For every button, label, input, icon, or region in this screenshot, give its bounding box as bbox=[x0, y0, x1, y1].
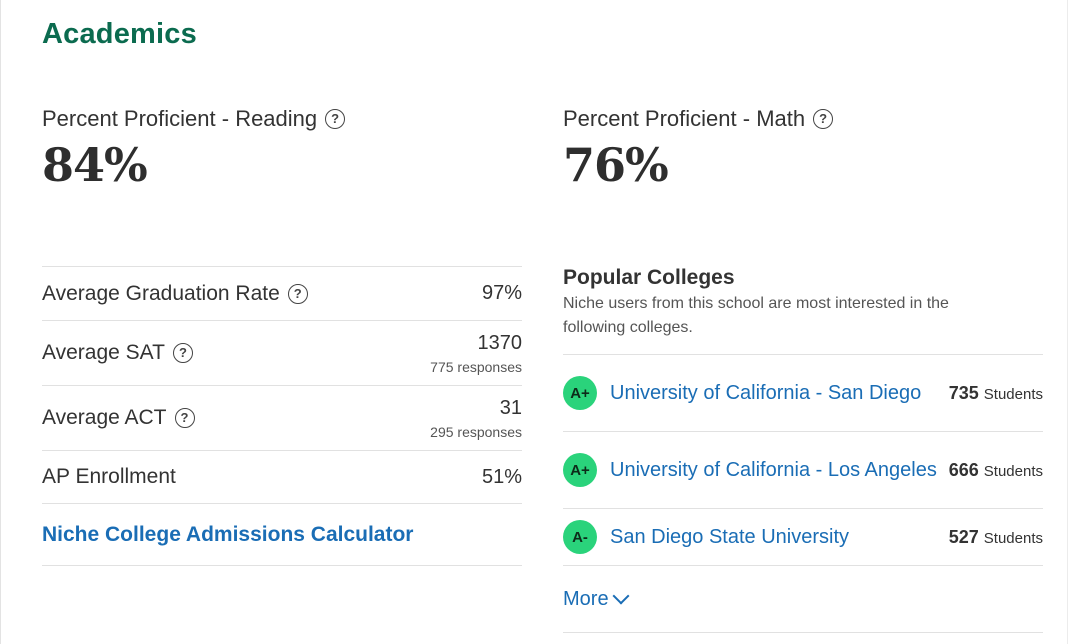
help-icon[interactable]: ? bbox=[325, 109, 346, 129]
math-proficiency-label: Percent Proficient - Math bbox=[563, 106, 806, 131]
stat-responses: 775 responses bbox=[430, 358, 522, 375]
card-right-border bbox=[1067, 0, 1068, 644]
stat-value: 97% bbox=[481, 282, 522, 304]
college-student-count: 666 Students bbox=[949, 460, 1043, 481]
divider bbox=[563, 632, 1043, 633]
more-button[interactable]: More bbox=[563, 587, 630, 611]
more-label: More bbox=[563, 587, 609, 610]
section-title: Academics bbox=[42, 18, 197, 50]
college-item[interactable]: A+ University of California - San Diego … bbox=[563, 354, 1043, 431]
reading-proficiency-value: 84% bbox=[42, 138, 148, 192]
stat-row-act: Average ACT ? 31 295 responses bbox=[42, 385, 522, 450]
help-icon[interactable]: ? bbox=[174, 408, 195, 428]
card-left-border bbox=[0, 0, 1, 644]
divider bbox=[42, 565, 522, 566]
help-icon[interactable]: ? bbox=[172, 343, 193, 363]
student-count-unit: Students bbox=[983, 462, 1043, 480]
stat-responses: 295 responses bbox=[430, 423, 522, 440]
student-count-unit: Students bbox=[983, 529, 1043, 547]
college-list: A+ University of California - San Diego … bbox=[563, 354, 1043, 633]
help-icon[interactable]: ? bbox=[813, 109, 834, 129]
student-count-value: 527 bbox=[948, 526, 979, 547]
popular-colleges-description: Niche users from this school are most in… bbox=[563, 295, 949, 336]
stat-value: 51% bbox=[481, 465, 522, 488]
college-name-link[interactable]: University of California - Los Angeles bbox=[610, 458, 937, 481]
student-count-value: 666 bbox=[948, 459, 979, 480]
chevron-down-icon bbox=[612, 587, 630, 605]
popular-colleges: Popular Colleges Niche users from this s… bbox=[563, 266, 1043, 633]
more-row: More bbox=[563, 565, 1043, 632]
reading-proficiency-label: Percent Proficient - Reading bbox=[42, 106, 318, 131]
student-count-unit: Students bbox=[983, 385, 1043, 403]
popular-colleges-title: Popular Colleges bbox=[563, 266, 735, 289]
stats-list: Average Graduation Rate ? 97% Average SA… bbox=[42, 266, 522, 566]
calculator-row: Niche College Admissions Calculator bbox=[42, 503, 522, 565]
stat-label: AP Enrollment bbox=[42, 465, 176, 488]
stat-value: 1370 bbox=[477, 331, 523, 354]
college-student-count: 527 Students bbox=[949, 527, 1043, 548]
student-count-value: 735 bbox=[948, 382, 979, 403]
stat-label: Average Graduation Rate bbox=[42, 281, 280, 305]
stat-row-ap: AP Enrollment 51% bbox=[42, 450, 522, 503]
help-icon[interactable]: ? bbox=[287, 283, 308, 304]
college-student-count: 735 Students bbox=[949, 383, 1043, 404]
college-item[interactable]: A+ University of California - Los Angele… bbox=[563, 431, 1043, 508]
college-name-link[interactable]: San Diego State University bbox=[610, 525, 850, 548]
stat-row-sat: Average SAT ? 1370 775 responses bbox=[42, 320, 522, 385]
college-item[interactable]: A- San Diego State University 527 Studen… bbox=[563, 508, 1043, 565]
math-proficiency: Percent Proficient - Math ? 76% bbox=[563, 106, 834, 192]
grade-badge: A+ bbox=[563, 453, 597, 487]
stat-label: Average ACT bbox=[42, 406, 167, 429]
reading-proficiency: Percent Proficient - Reading ? 84% bbox=[42, 106, 346, 192]
stat-row-graduation: Average Graduation Rate ? 97% bbox=[42, 266, 522, 320]
college-name-link[interactable]: University of California - San Diego bbox=[610, 381, 922, 404]
admissions-calculator-link[interactable]: Niche College Admissions Calculator bbox=[42, 522, 414, 546]
stat-label: Average SAT bbox=[42, 341, 165, 364]
grade-badge: A- bbox=[563, 520, 597, 554]
math-proficiency-value: 76% bbox=[563, 138, 669, 192]
grade-badge: A+ bbox=[563, 376, 597, 410]
stat-value: 31 bbox=[499, 396, 522, 419]
